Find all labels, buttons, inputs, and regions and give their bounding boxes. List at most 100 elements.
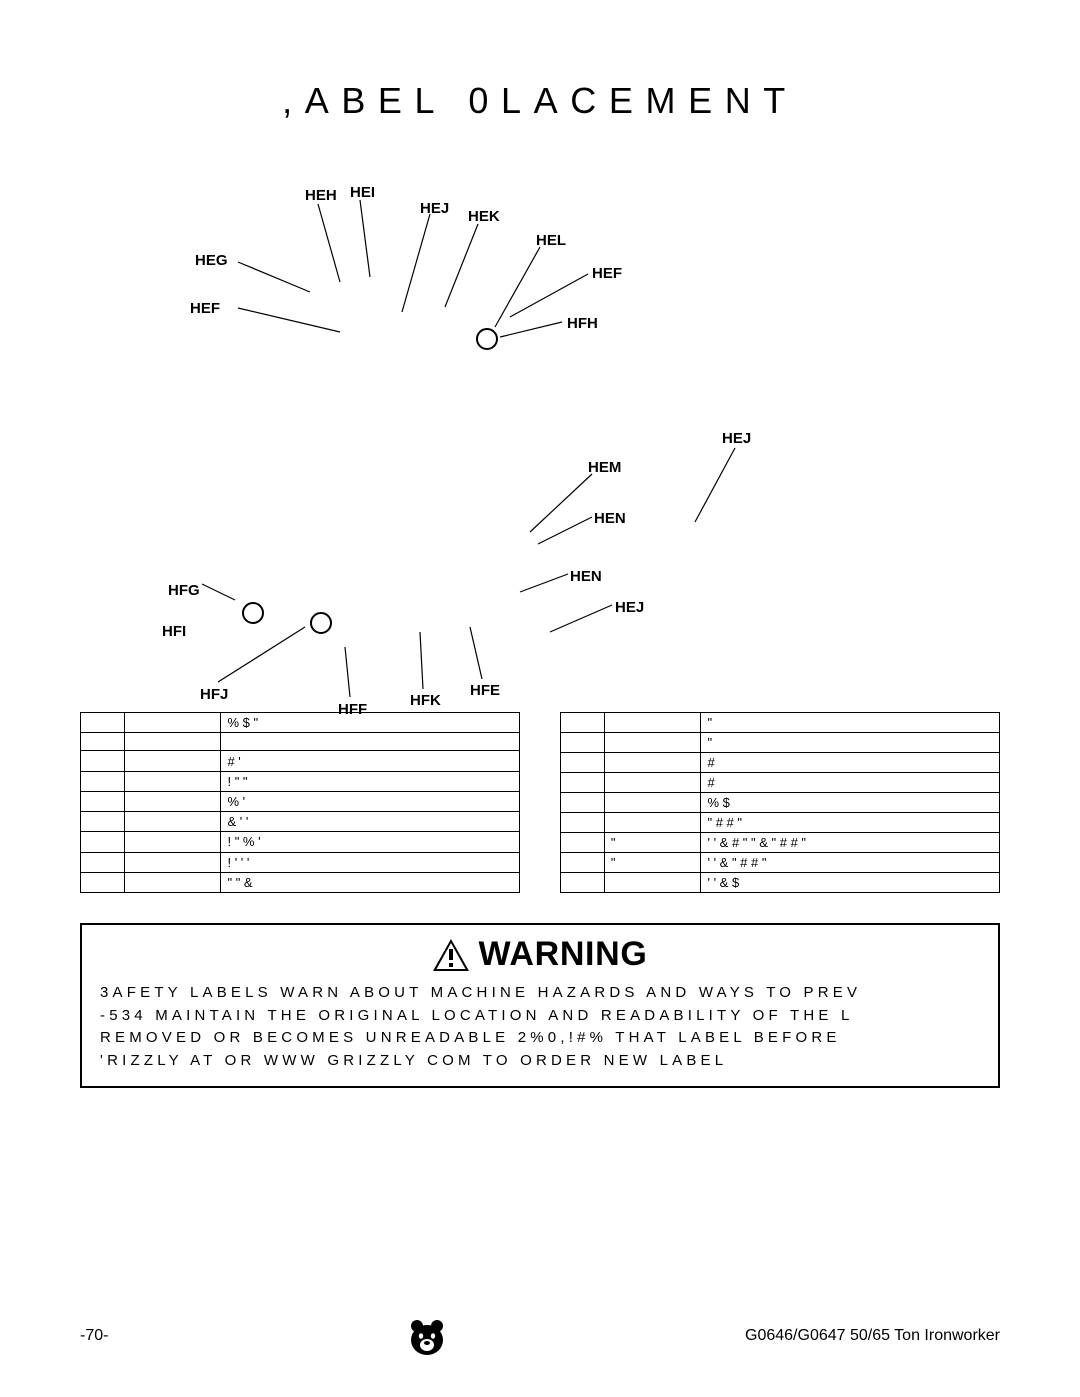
warning-header: WARNING xyxy=(100,935,980,974)
page-title: ,ABEL 0LACEMENT xyxy=(80,80,1000,122)
callout-label-hei: HEI xyxy=(350,184,375,201)
table-cell: ! ' ' ' xyxy=(221,852,520,872)
table-cell: " xyxy=(604,853,701,873)
callout-label-hfi: HFI xyxy=(162,623,186,640)
table-row: ! " " xyxy=(81,771,520,791)
table-cell xyxy=(561,753,605,773)
warning-text: 3AFETY LABELS WARN ABOUT MACHINE HAZARDS… xyxy=(100,982,980,1072)
table-row: " xyxy=(561,733,1000,753)
manual-page: ,ABEL 0LACEMENT HEH HEI HEJ HEK HEL HEG HEF HEF… xyxy=(0,0,1080,1397)
table-cell xyxy=(124,791,221,811)
table-row: # ' xyxy=(81,751,520,771)
warning-icon xyxy=(432,938,470,972)
label-placement-diagram: HEH HEI HEJ HEK HEL HEG HEF HEF HFH HEJ HEM HEN HEN H… xyxy=(90,152,990,692)
table-cell: # ' xyxy=(221,751,520,771)
table-row: "' ' & " # # " xyxy=(561,853,1000,873)
table-cell: % ' xyxy=(221,791,520,811)
callout-label-hff: HFF xyxy=(338,701,367,718)
table-cell xyxy=(81,812,125,832)
table-cell xyxy=(604,873,701,893)
warning-line: -534 MAINTAIN THE ORIGINAL LOCATION AND … xyxy=(100,1005,980,1028)
table-cell: & ' ' xyxy=(221,812,520,832)
callout-label-heg: HEG xyxy=(195,252,228,269)
warning-line: REMOVED OR BECOMES UNREADABLE 2%0,!#% TH… xyxy=(100,1027,980,1050)
table-cell xyxy=(561,733,605,753)
table-row: " # # " xyxy=(561,813,1000,833)
callout-label-hej1: HEJ xyxy=(420,200,449,217)
table-cell xyxy=(81,852,125,872)
callout-label-heh: HEH xyxy=(305,187,337,204)
bear-logo-icon xyxy=(406,1315,448,1357)
callout-label-hfj: HFJ xyxy=(200,686,228,703)
table-cell xyxy=(124,832,221,852)
table-cell xyxy=(81,751,125,771)
callout-label-hej2: HEJ xyxy=(722,430,751,447)
table-row: " " & xyxy=(81,872,520,892)
table-cell: % $ xyxy=(701,793,1000,813)
table-cell xyxy=(604,733,701,753)
callout-label-hfk: HFK xyxy=(410,692,441,709)
document-reference: G0646/G0647 50/65 Ton Ironworker xyxy=(745,1327,1000,1345)
table-row: # xyxy=(561,753,1000,773)
table-cell xyxy=(221,733,520,751)
table-cell: ' ' & $ xyxy=(701,873,1000,893)
table-row: "' ' & # " " & " # # " xyxy=(561,833,1000,853)
table-cell xyxy=(604,753,701,773)
table-cell xyxy=(124,852,221,872)
table-cell xyxy=(81,872,125,892)
callout-circle xyxy=(242,602,264,624)
callout-label-hfe: HFE xyxy=(470,682,500,699)
callout-label-hefr: HEF xyxy=(592,265,622,282)
callout-circle xyxy=(310,612,332,634)
table-cell xyxy=(561,873,605,893)
callout-label-hem: HEM xyxy=(588,459,621,476)
parts-table-left: % $ " # '! " " % '& ' ' ! " % '! ' ' ' "… xyxy=(80,712,520,893)
parts-table-right: " " # # % $ " # # ""' ' & # " " & " # # "… xyxy=(560,712,1000,893)
table-cell xyxy=(561,793,605,813)
table-cell xyxy=(124,771,221,791)
table-cell xyxy=(561,833,605,853)
table-row: % $ xyxy=(561,793,1000,813)
table-row: ! " % ' xyxy=(81,832,520,852)
table-cell xyxy=(81,832,125,852)
table-cell: ! " % ' xyxy=(221,832,520,852)
callout-label-hen2: HEN xyxy=(570,568,602,585)
table-row: % ' xyxy=(81,791,520,811)
table-cell xyxy=(124,733,221,751)
page-footer: -70- G0646/G0647 50/65 Ton Ironworker xyxy=(80,1315,1000,1357)
callout-label-hen1: HEN xyxy=(594,510,626,527)
table-cell: # xyxy=(701,773,1000,793)
table-cell xyxy=(124,872,221,892)
callout-label-hfg: HFG xyxy=(168,582,200,599)
table-cell xyxy=(561,773,605,793)
table-cell: " " & xyxy=(221,872,520,892)
table-cell: ! " " xyxy=(221,771,520,791)
table-cell xyxy=(124,751,221,771)
warning-line: 'RIZZLY AT OR WWW GRIZZLY COM TO ORDER N… xyxy=(100,1050,980,1073)
table-cell: # xyxy=(701,753,1000,773)
table-cell xyxy=(124,812,221,832)
table-cell xyxy=(561,853,605,873)
callout-circle xyxy=(476,328,498,350)
table-cell: ' ' & # " " & " # # " xyxy=(701,833,1000,853)
page-number: -70- xyxy=(80,1327,108,1345)
table-row: ! ' ' ' xyxy=(81,852,520,872)
table-cell xyxy=(604,773,701,793)
table-cell xyxy=(604,813,701,833)
table-cell: ' ' & " # # " xyxy=(701,853,1000,873)
table-cell: " # # " xyxy=(701,813,1000,833)
callout-label-hel: HEL xyxy=(536,232,566,249)
table-cell xyxy=(81,733,125,751)
table-cell xyxy=(81,791,125,811)
warning-line: 3AFETY LABELS WARN ABOUT MACHINE HAZARDS… xyxy=(100,982,980,1005)
table-row: # xyxy=(561,773,1000,793)
table-cell xyxy=(604,793,701,813)
parts-tables: % $ " # '! " " % '& ' ' ! " % '! ' ' ' "… xyxy=(80,712,1000,893)
callout-label-hfh: HFH xyxy=(567,315,598,332)
table-row: ' ' & $ xyxy=(561,873,1000,893)
callout-label-hek: HEK xyxy=(468,208,500,225)
callout-label-hefl: HEF xyxy=(190,300,220,317)
callout-label-hej3: HEJ xyxy=(615,599,644,616)
warning-box: WARNING 3AFETY LABELS WARN ABOUT MACHINE… xyxy=(80,923,1000,1088)
table-row: & ' ' xyxy=(81,812,520,832)
